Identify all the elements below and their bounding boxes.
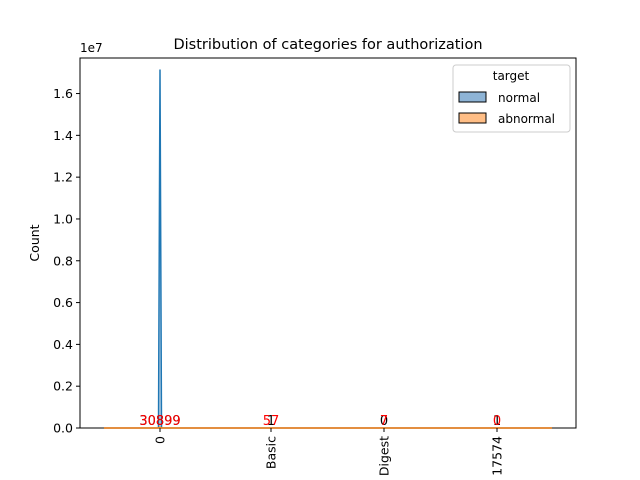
count-label-abnormal: 57 xyxy=(263,414,280,429)
legend[interactable]: target normal abnormal xyxy=(452,64,571,133)
x-tick-label: Digest xyxy=(377,436,392,476)
y-tick-label: 1.4 xyxy=(53,128,73,143)
y-tick-label: 0.4 xyxy=(53,337,73,352)
y-offset-text: 1e7 xyxy=(80,41,103,55)
legend-label-normal: normal xyxy=(498,91,540,105)
legend-label-abnormal: abnormal xyxy=(498,112,555,126)
plot-area: 0.0 0.2 0.4 0.6 0.8 1.0 1.2 1.4 1.6 0 Basic Digest… xyxy=(53,57,577,476)
chart-title: Distribution of categories for authoriza… xyxy=(173,37,482,53)
y-axis-ticks: 0.0 0.2 0.4 0.6 0.8 1.0 1.2 1.4 1.6 xyxy=(53,86,80,436)
count-label-abnormal: 7 xyxy=(380,414,388,429)
y-axis-label: Count xyxy=(27,224,42,261)
y-tick-label: 1.6 xyxy=(53,86,73,101)
count-label-normal: 1 xyxy=(493,414,501,429)
y-tick-label: 0.6 xyxy=(53,295,73,310)
count-label-normal: 0 xyxy=(380,414,388,429)
legend-swatch-abnormal xyxy=(458,112,487,124)
x-tick-label: 0 xyxy=(153,436,168,444)
y-tick-label: 0.0 xyxy=(53,421,73,436)
count-label-abnormal: 0 xyxy=(493,414,501,429)
x-tick-label: Basic xyxy=(264,436,279,469)
x-tick-label: 17574 xyxy=(490,436,505,476)
count-label-normal: 30899 xyxy=(139,414,180,429)
count-label-abnormal: 30899 xyxy=(139,414,180,429)
y-tick-label: 1.0 xyxy=(53,211,73,226)
x-axis-ticks: 0 Basic Digest 17574 xyxy=(153,428,505,476)
count-label-normal: 1 xyxy=(267,414,275,429)
legend-swatch-normal xyxy=(458,91,487,103)
legend-title: target xyxy=(493,69,530,83)
y-tick-label: 0.2 xyxy=(53,379,73,394)
y-tick-label: 1.2 xyxy=(53,170,73,185)
y-tick-label: 0.8 xyxy=(53,253,73,268)
